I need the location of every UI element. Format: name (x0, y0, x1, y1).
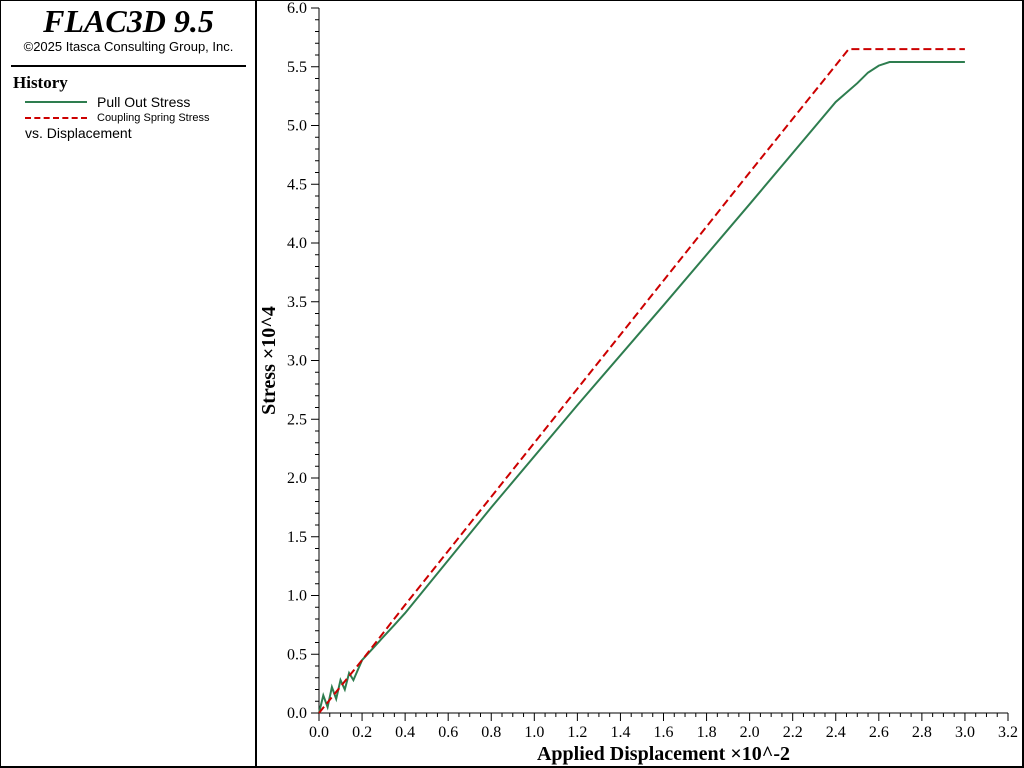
chart-axes (318, 8, 1008, 714)
y-tick-label: 2.0 (287, 470, 307, 487)
y-tick-label: 4.5 (287, 176, 307, 193)
legend-item-coupling-spring-stress: Coupling Spring Stress (25, 110, 210, 126)
legend-title: History (13, 73, 68, 92)
x-tick-label: 2.0 (740, 724, 760, 741)
y-axis-title: Stress ×10^4 (258, 306, 280, 415)
x-tick-label: 2.6 (869, 724, 889, 741)
x-tick-label: 1.6 (654, 724, 674, 741)
x-tick-label: 1.0 (524, 724, 544, 741)
x-tick-label: 1.2 (567, 724, 587, 741)
legend-label: Pull Out Stress (97, 94, 191, 110)
series-line-coupling-spring-stress (318, 48, 965, 714)
x-tick-label: 2.4 (826, 724, 846, 741)
y-tick-label: 3.5 (287, 294, 307, 311)
copyright-text: ©2025 Itasca Consulting Group, Inc. (23, 39, 234, 54)
legend-vs-label: vs. Displacement (25, 125, 132, 141)
bottom-border (0, 766, 1024, 768)
y-tick-label: 5.5 (287, 59, 307, 76)
y-tick-label: 1.5 (287, 529, 307, 546)
y-tick-label: 6.0 (287, 0, 307, 17)
right-border (1022, 0, 1024, 768)
x-tick-label: 3.2 (998, 724, 1018, 741)
y-tick-label: 3.0 (287, 353, 307, 370)
x-tick-label: 0.6 (438, 724, 458, 741)
x-tick-label: 1.8 (697, 724, 717, 741)
top-border (0, 0, 1024, 1)
x-tick-label: 2.2 (783, 724, 803, 741)
x-tick-label: 1.4 (610, 724, 630, 741)
chart-ticks: 0.0 0.5 1.0 1.5 2.0 2.5 3.0 3.5 4.0 4.5 5.0 5.5 6.0 0… (287, 0, 1018, 741)
app-title: FLAC3D 9.5 (43, 3, 214, 39)
x-tick-label: 2.8 (912, 724, 932, 741)
x-tick-label: 0.0 (309, 724, 329, 741)
y-tick-label: 4.0 (287, 235, 307, 252)
y-tick-label: 5.0 (287, 118, 307, 135)
legend-swatch-dashed (25, 117, 87, 119)
y-tick-label: 0.0 (287, 705, 307, 722)
legend-label: Coupling Spring Stress (97, 112, 210, 124)
x-tick-label: 0.8 (481, 724, 501, 741)
legend-item-pull-out-stress: Pull Out Stress (25, 94, 190, 110)
chart-series (318, 48, 965, 714)
y-tick-label: 2.5 (287, 411, 307, 428)
y-tick-label: 1.0 (287, 588, 307, 605)
y-tick-label: 0.5 (287, 646, 307, 663)
x-tick-label: 0.4 (395, 724, 415, 741)
legend-swatch-solid (25, 101, 87, 103)
legend-panel: FLAC3D 9.5 ©2025 Itasca Consulting Group… (0, 0, 257, 768)
x-axis-title: Applied Displacement ×10^-2 (537, 743, 790, 765)
series-line-pull-out-stress (318, 61, 965, 714)
x-tick-label: 0.2 (352, 724, 372, 741)
x-tick-label: 3.0 (955, 724, 975, 741)
legend-divider (11, 65, 246, 67)
